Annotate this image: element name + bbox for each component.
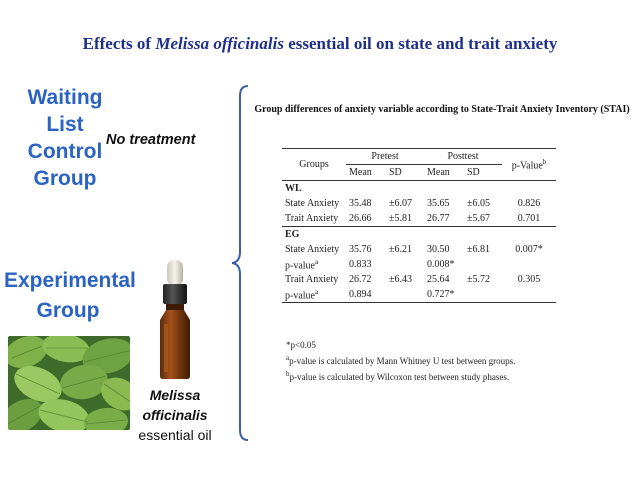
post-sd — [464, 257, 502, 272]
table-row: State Anxiety 35.48 ±6.07 35.65 ±6.05 0.… — [282, 196, 556, 211]
pre-mean: 26.66 — [346, 211, 386, 227]
col-pre-sd: SD — [386, 164, 424, 181]
title-species: Melissa officinalis — [155, 34, 284, 53]
pre-mean: 0.833 — [349, 259, 372, 270]
experimental-group-label: Experimental Group — [4, 266, 136, 326]
footnote-wilcoxon: bp-value is calculated by Wilcoxon test … — [286, 368, 515, 384]
row-name: p-valuea — [282, 257, 346, 272]
wl-line-2: List — [46, 113, 84, 136]
post-sd — [464, 287, 502, 303]
pre-sd — [386, 257, 424, 272]
row-name-sup: a — [315, 257, 319, 266]
title-suffix: essential oil on state and trait anxiety — [283, 34, 558, 53]
curly-brace-icon — [231, 85, 249, 441]
pre-sd: ±6.07 — [389, 198, 412, 209]
table-title: Group differences of anxiety variable ac… — [254, 104, 630, 115]
p-value: 0.305 — [517, 274, 541, 285]
col-pre-mean: Mean — [346, 164, 386, 181]
footnote-significance: *p<0.05 — [286, 340, 316, 350]
p-value: 0.701 — [502, 211, 556, 227]
table-row: State Anxiety 35.76 ±6.21 30.50 ±6.81 0.… — [282, 242, 556, 257]
col-post-sd: SD — [464, 164, 502, 181]
row-name-text: p-value — [285, 290, 315, 302]
slide-title: Effects of Melissa officinalis essential… — [0, 34, 640, 54]
oil-caption: Melissa officinalis essential oil — [128, 385, 222, 445]
post-sd: ±5.72 — [467, 274, 490, 285]
table-row: p-valuea 0.833 0.008* — [282, 257, 556, 272]
row-name: State Anxiety — [285, 244, 340, 255]
col-pvalue-label: p-Value — [511, 160, 543, 172]
footnote-a-text: p-value is calculated by Mann Whitney U … — [289, 356, 516, 366]
col-post-mean: Mean — [424, 164, 464, 181]
group-wl: WL — [285, 183, 302, 194]
p-value — [502, 287, 556, 303]
oil-caption-species: officinalis — [142, 407, 208, 423]
table-footnotes: *p<0.05 ap-value is calculated by Mann W… — [286, 339, 515, 384]
pre-mean: 0.894 — [346, 287, 386, 303]
col-posttest: Posttest — [424, 148, 502, 165]
col-pvalue-sup: b — [542, 157, 547, 166]
post-mean: 35.65 — [427, 198, 450, 209]
post-sd: ±6.05 — [467, 198, 490, 209]
table-row: Trait Anxiety 26.66 ±5.81 26.77 ±5.67 0.… — [282, 211, 556, 227]
row-name: State Anxiety — [285, 198, 340, 209]
row-name-sup: a — [315, 287, 319, 296]
wl-line-1: Waiting — [27, 86, 103, 109]
post-mean: 25.64 — [427, 274, 450, 285]
eg-line-1: Experimental — [4, 269, 136, 292]
col-pvalue: p-Valueb — [502, 148, 556, 181]
post-sd: ±5.67 — [464, 211, 502, 227]
oil-caption-type: essential oil — [138, 427, 212, 443]
p-value: 0.826 — [517, 198, 541, 209]
footnote-b-sup: b — [286, 370, 290, 378]
pre-sd — [386, 287, 424, 303]
row-name: Trait Anxiety — [285, 274, 339, 285]
oil-caption-genus: Melissa — [149, 387, 201, 403]
p-value: 0.007* — [515, 244, 543, 255]
wl-line-4: Group — [33, 167, 97, 190]
no-treatment-label: No treatment — [106, 132, 196, 148]
col-pretest: Pretest — [346, 148, 424, 165]
table-row: p-valuea 0.894 0.727* — [282, 287, 556, 303]
pre-mean: 26.72 — [349, 274, 372, 285]
row-name-text: p-value — [285, 260, 315, 272]
pre-sd: ±6.21 — [389, 244, 412, 255]
post-mean: 30.50 — [427, 244, 450, 255]
pre-sd: ±5.81 — [386, 211, 424, 227]
footnote-b-text: p-value is calculated by Wilcoxon test b… — [289, 372, 510, 382]
post-mean: 0.727* — [424, 287, 464, 303]
pre-mean: 35.76 — [349, 244, 372, 255]
row-name: p-valuea — [282, 287, 346, 303]
title-prefix: Effects of — [82, 34, 156, 53]
p-value — [502, 257, 556, 272]
footnote-mann-whitney: ap-value is calculated by Mann Whitney U… — [286, 352, 515, 368]
group-eg: EG — [285, 229, 300, 240]
stai-table: Groups Pretest Posttest p-Valueb Mean SD… — [282, 148, 556, 303]
waiting-list-control-group-label: Waiting List Control Group — [10, 84, 120, 192]
wl-line-3: Control — [27, 140, 103, 163]
essential-oil-bottle-image — [160, 260, 190, 379]
post-mean: 0.008* — [427, 259, 455, 270]
col-groups: Groups — [282, 148, 346, 181]
pre-sd: ±6.43 — [389, 274, 412, 285]
row-name: Trait Anxiety — [282, 211, 346, 227]
melissa-leaves-image — [8, 336, 130, 430]
post-sd: ±6.81 — [467, 244, 490, 255]
eg-line-2: Group — [36, 299, 100, 322]
table-row: Trait Anxiety 26.72 ±6.43 25.64 ±5.72 0.… — [282, 272, 556, 287]
footnote-a-sup: a — [286, 354, 290, 362]
pre-mean: 35.48 — [349, 198, 372, 209]
post-mean: 26.77 — [424, 211, 464, 227]
